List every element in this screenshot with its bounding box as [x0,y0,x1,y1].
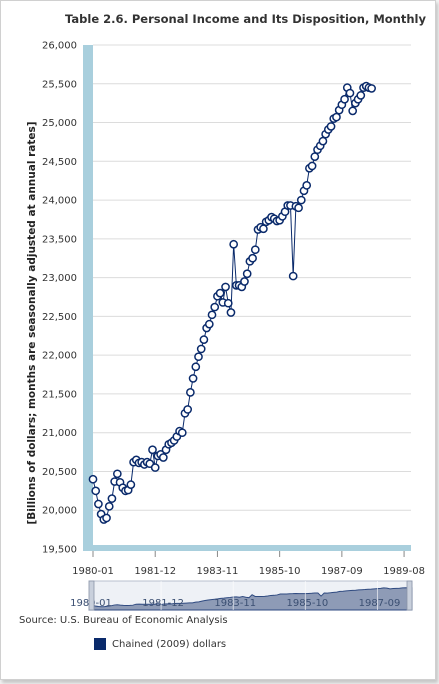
y-tick-label: 20,500 [42,467,77,478]
data-point[interactable] [259,224,268,234]
legend[interactable]: Chained (2009) dollars [94,638,226,650]
x-tick-label: 1981-12 [134,566,176,577]
y-tick-label: 24,500 [42,157,77,168]
data-point[interactable] [194,352,203,362]
source-note: Source: U.S. Bureau of Economic Analysis [19,615,228,626]
data-point[interactable] [148,445,157,455]
data-point[interactable] [104,502,114,511]
data-point[interactable] [326,122,336,131]
navigator-area [88,587,413,611]
data-point[interactable] [221,282,230,292]
data-point[interactable] [367,84,376,93]
data-point[interactable] [242,269,252,279]
y-axis-label: [Billions of dollars; months are seasona… [26,121,38,524]
grid-lines [93,44,411,550]
y-axis-bar [83,45,93,549]
data-point[interactable] [318,136,328,146]
y-tick-label: 22,500 [42,312,77,323]
navigator-label: 1981-12 [142,598,184,609]
data-point[interactable] [240,277,249,286]
navigator-right-handle[interactable] [406,580,413,611]
y-tick-label: 25,500 [42,79,77,90]
data-point[interactable] [188,374,198,383]
data-point[interactable] [191,362,201,372]
x-tick-label: 1987-09 [321,566,363,577]
data-point[interactable] [226,308,236,317]
x-tick-label: 1983-11 [197,566,239,577]
data-point[interactable] [296,195,306,205]
data-point[interactable] [196,344,206,354]
navigator-label: 1985-10 [286,598,328,609]
data-point[interactable] [348,106,358,116]
data-point[interactable] [150,463,160,472]
y-tick-label: 23,000 [42,273,77,284]
data-point[interactable] [107,494,117,503]
data-point[interactable] [250,245,260,255]
y-tick-label: 20,000 [42,506,77,517]
data-point[interactable] [345,88,355,98]
data-point[interactable] [294,203,303,213]
data-point[interactable] [215,288,225,298]
axes: 19,500 20,000 20,500 21,000 21,500 22,000 22,5… [42,41,425,578]
y-tick-label: 22,000 [42,351,77,362]
data-point[interactable] [248,253,257,263]
x-tick-label: 1985-10 [259,566,301,577]
data-point[interactable] [223,298,233,308]
x-tick-label: 1989-08 [383,566,425,577]
data-point[interactable] [112,469,122,479]
y-tick-label: 21,000 [42,428,77,439]
navigator-left-handle[interactable] [88,580,95,611]
data-point[interactable] [340,94,349,104]
data-point[interactable] [207,310,217,320]
legend-swatch [94,638,106,650]
navigator-label: 1983-11 [214,598,256,609]
y-tick-label: 25,000 [42,118,77,129]
x-axis-bar [83,545,411,551]
data-point[interactable] [199,335,209,344]
data-point[interactable] [310,152,320,162]
data-point[interactable] [332,112,341,122]
y-tick-label: 21,500 [42,389,77,400]
data-point[interactable] [186,388,195,397]
data-point[interactable] [91,486,101,496]
navigator-label: 1987-09 [359,598,401,609]
data-point[interactable] [177,428,187,438]
legend-entry-label: Chained (2009) dollars [112,638,227,650]
data-point[interactable] [356,91,366,100]
x-tick-label: 1980-01 [72,566,114,577]
y-tick-label: 19,500 [42,545,77,556]
data-point[interactable] [126,480,136,489]
data-point[interactable] [307,161,317,171]
chart-title: Table 2.6. Personal Income and Its Dispo… [65,12,426,26]
data-point[interactable] [204,319,214,329]
data-point[interactable] [183,405,193,414]
y-tick-label: 26,000 [42,41,77,52]
data-point[interactable] [229,239,239,249]
y-tick-label: 23,500 [42,234,77,245]
data-point[interactable] [210,302,220,312]
data-point[interactable] [94,499,103,509]
data-point[interactable] [288,271,298,281]
data-point[interactable] [302,180,312,190]
y-tick-label: 24,000 [42,196,77,207]
series-line[interactable] [88,81,376,524]
data-point[interactable] [158,453,168,462]
data-point[interactable] [88,474,98,484]
data-point[interactable] [102,513,111,523]
